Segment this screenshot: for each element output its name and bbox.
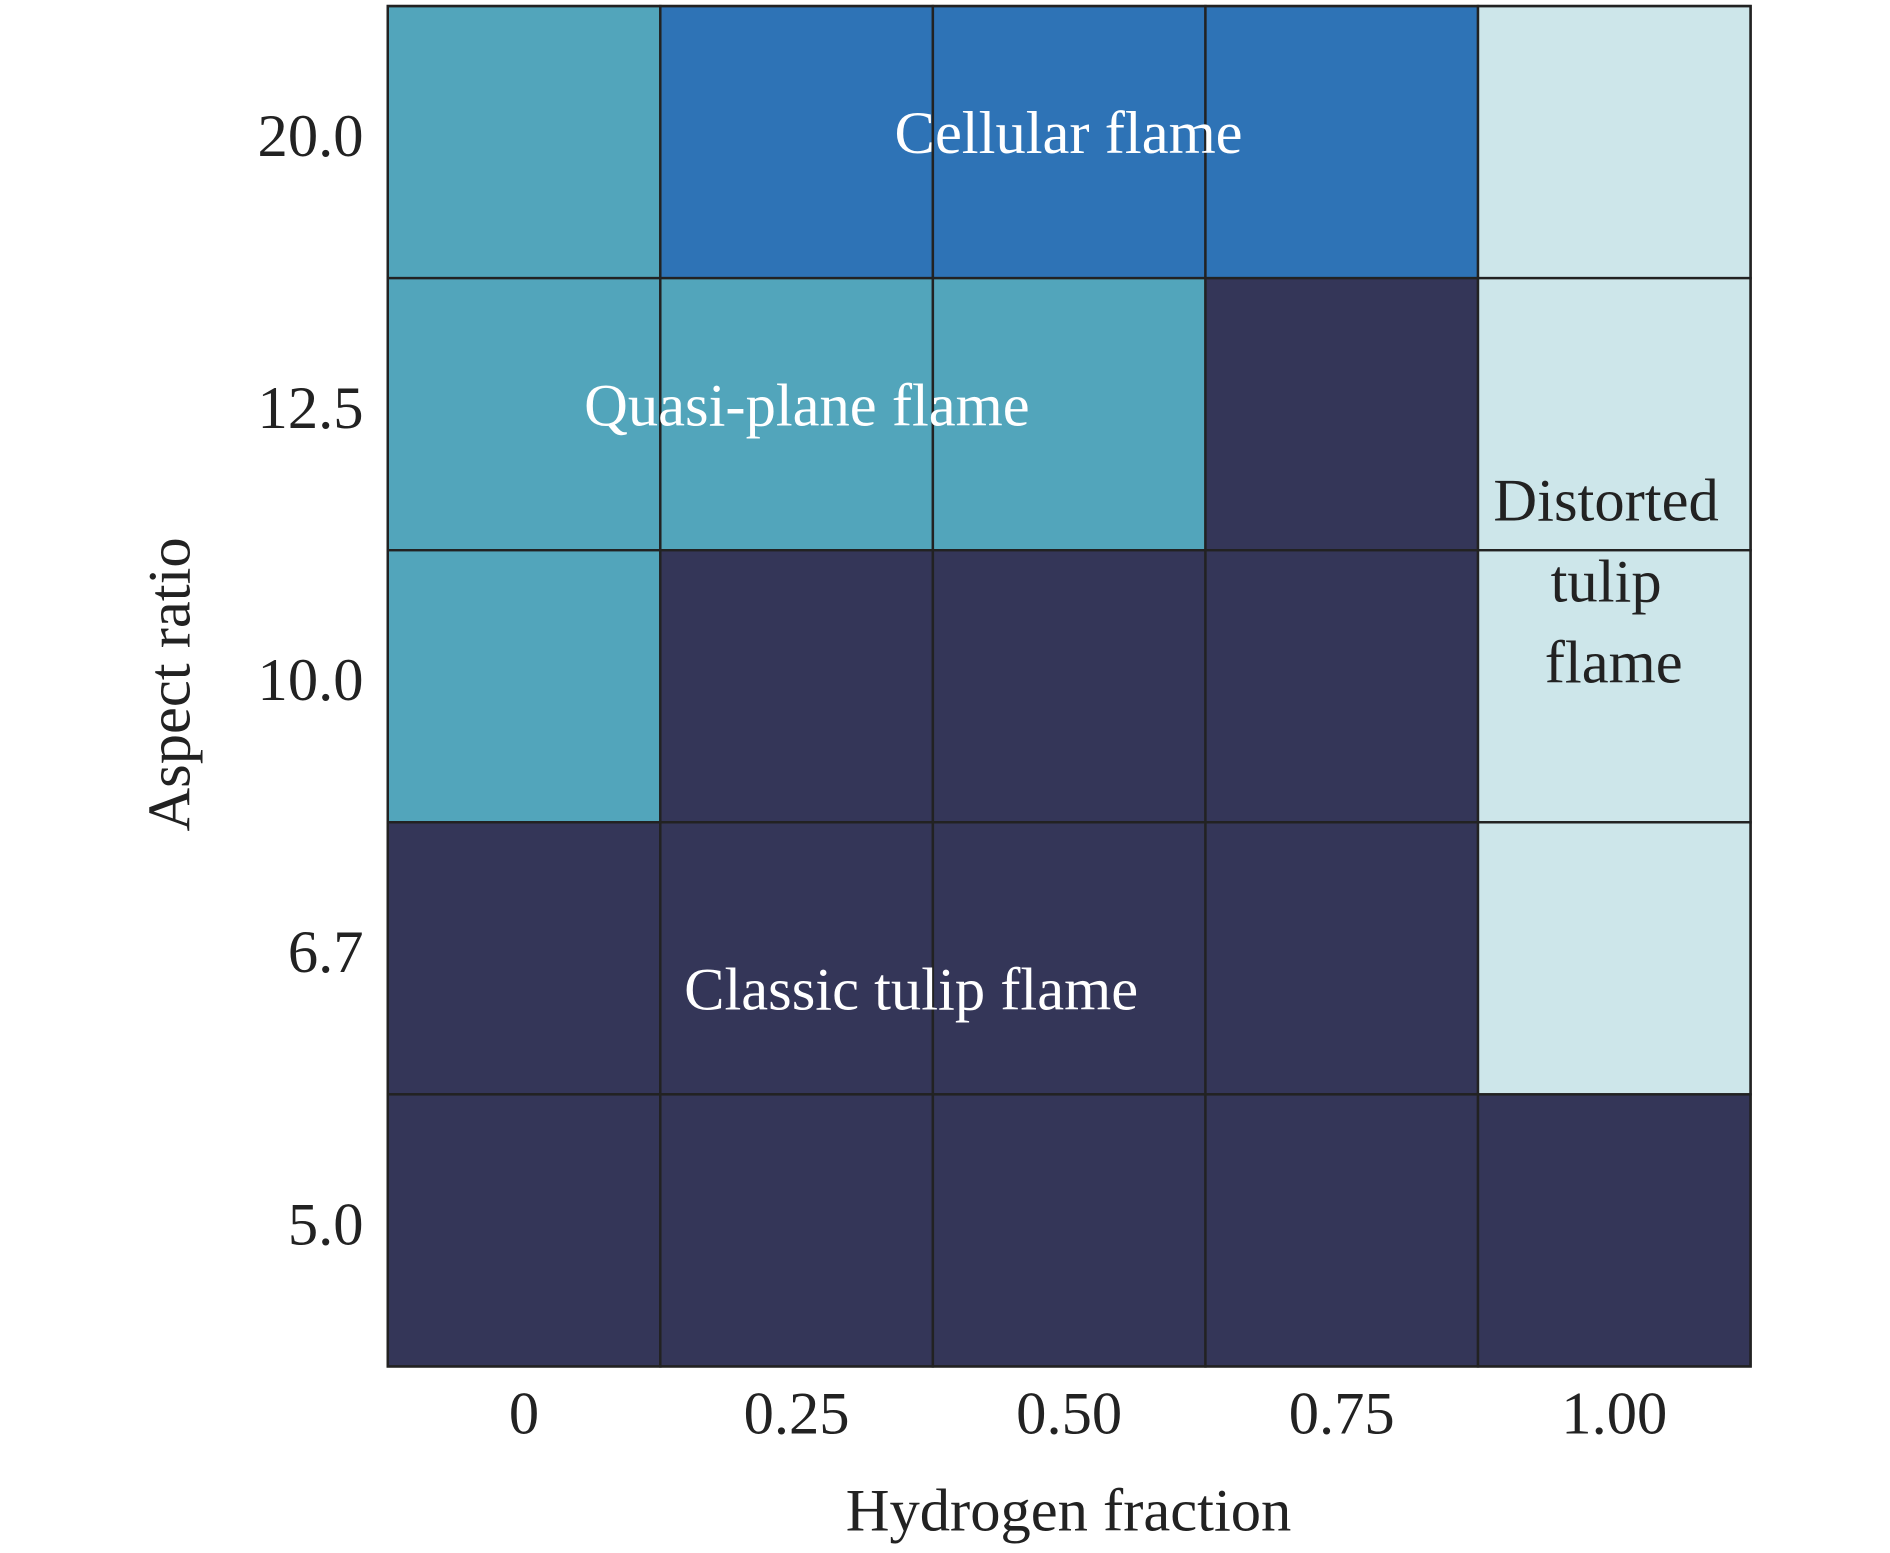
cell bbox=[1204, 549, 1480, 824]
cell bbox=[386, 4, 662, 280]
y-axis-title: Aspect ratio bbox=[137, 537, 204, 831]
x-tick-label: 0.50 bbox=[1016, 1381, 1122, 1448]
cell bbox=[931, 549, 1207, 824]
cell bbox=[1476, 549, 1752, 824]
cell bbox=[931, 276, 1207, 552]
cell bbox=[1204, 276, 1480, 552]
cell bbox=[386, 549, 662, 824]
x-tick-label: 0 bbox=[509, 1381, 539, 1448]
cell bbox=[1204, 1093, 1480, 1368]
labels: Cellular flame Quasi-plane flame Classic t… bbox=[584, 100, 1734, 1023]
plot-frame bbox=[386, 4, 1752, 1368]
y-tick-label: 10.0 bbox=[258, 647, 364, 714]
cell bbox=[1204, 4, 1480, 280]
y-tick-label: 6.7 bbox=[288, 919, 364, 986]
cell bbox=[659, 821, 935, 1096]
cell bbox=[1476, 1093, 1752, 1368]
cell bbox=[1476, 821, 1752, 1096]
cell bbox=[386, 276, 662, 552]
cell bbox=[1204, 821, 1480, 1096]
x-tick-label: 0.75 bbox=[1289, 1381, 1395, 1448]
regime-label: Distorted tulip flame bbox=[1493, 467, 1733, 696]
cell bbox=[659, 1093, 935, 1368]
x-tick-label: 1.00 bbox=[1561, 1381, 1667, 1448]
cell bbox=[659, 4, 935, 280]
regime-label: Cellular flame bbox=[895, 100, 1243, 167]
y-tick-label: 5.0 bbox=[288, 1191, 364, 1258]
cell bbox=[1476, 4, 1752, 280]
cell bbox=[931, 821, 1207, 1096]
cells bbox=[386, 4, 1752, 1368]
y-tick-label: 20.0 bbox=[258, 103, 364, 170]
cell bbox=[1476, 276, 1752, 552]
cell bbox=[386, 1093, 662, 1368]
x-axis-title: Hydrogen fraction bbox=[846, 1478, 1292, 1545]
cell bbox=[386, 821, 662, 1096]
regime-label: Classic tulip flame bbox=[684, 957, 1138, 1024]
x-tick-label: 0.25 bbox=[744, 1381, 850, 1448]
regime-label: Quasi-plane flame bbox=[584, 373, 1029, 440]
cell bbox=[659, 549, 935, 824]
cell bbox=[931, 1093, 1207, 1368]
y-tick-label: 12.5 bbox=[258, 375, 364, 442]
